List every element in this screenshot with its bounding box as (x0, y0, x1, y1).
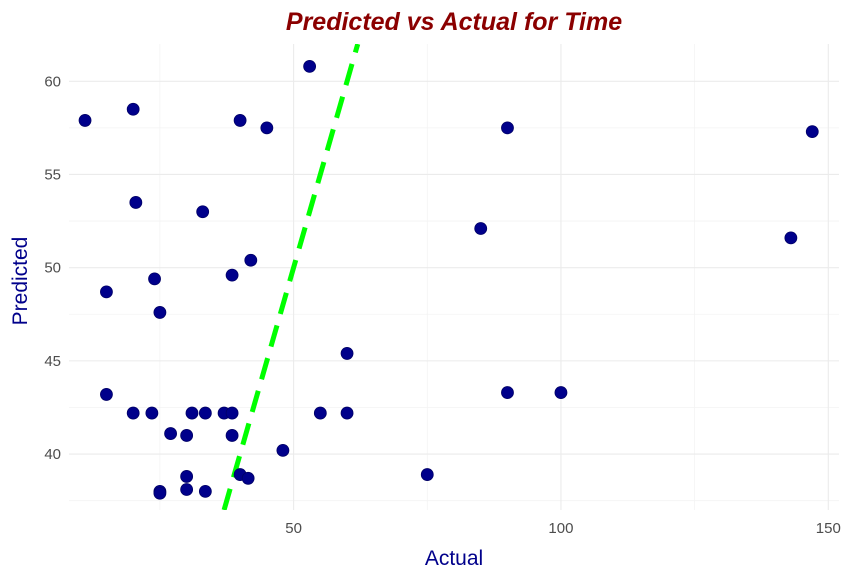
points-layer (78, 59, 819, 500)
data-point (244, 253, 258, 267)
data-point (784, 231, 798, 245)
data-point (474, 222, 488, 235)
y-axis-title: Predicted (9, 237, 32, 326)
data-point (225, 406, 239, 420)
data-point (180, 483, 194, 496)
data-point (276, 443, 290, 457)
y-tick-label: 45 (44, 353, 61, 370)
x-tick-label: 100 (548, 520, 573, 537)
data-point (164, 427, 177, 440)
data-point (126, 102, 140, 116)
data-point (501, 121, 514, 135)
data-point (260, 121, 274, 135)
data-point (340, 347, 354, 360)
data-point (241, 471, 255, 485)
y-tick-label: 60 (44, 73, 61, 90)
data-point (126, 406, 140, 420)
data-point (233, 114, 247, 127)
data-point (185, 406, 199, 420)
y-tick-label: 50 (44, 260, 61, 277)
chart-title: Predicted vs Actual for Time (286, 8, 622, 36)
data-point (153, 306, 167, 319)
data-point (340, 406, 354, 420)
data-point (196, 205, 210, 219)
y-tick-label: 55 (44, 166, 61, 183)
data-point (805, 125, 819, 139)
data-point (501, 386, 514, 399)
x-axis-title: Actual (425, 547, 483, 570)
data-point (554, 386, 568, 399)
data-point (100, 388, 113, 401)
data-point (145, 406, 159, 420)
data-point (303, 59, 317, 73)
data-point (313, 406, 327, 420)
reference-line-layer (221, 44, 361, 510)
data-point (198, 406, 212, 420)
data-point (180, 470, 194, 483)
data-point (100, 285, 113, 299)
data-point (225, 429, 239, 442)
x-tick-label: 150 (816, 520, 841, 537)
data-point (129, 196, 143, 209)
data-point (225, 268, 239, 282)
data-point (153, 486, 167, 500)
reference-line (221, 44, 361, 510)
x-tick-label: 50 (285, 520, 302, 537)
data-point (420, 468, 434, 481)
data-point (78, 114, 92, 127)
tick-labels: 50 100 150 40 45 50 55 60 (44, 73, 841, 537)
grid (69, 44, 839, 510)
y-tick-label: 40 (44, 446, 61, 463)
data-point (180, 429, 194, 442)
data-point (148, 272, 161, 286)
data-point (198, 484, 212, 498)
